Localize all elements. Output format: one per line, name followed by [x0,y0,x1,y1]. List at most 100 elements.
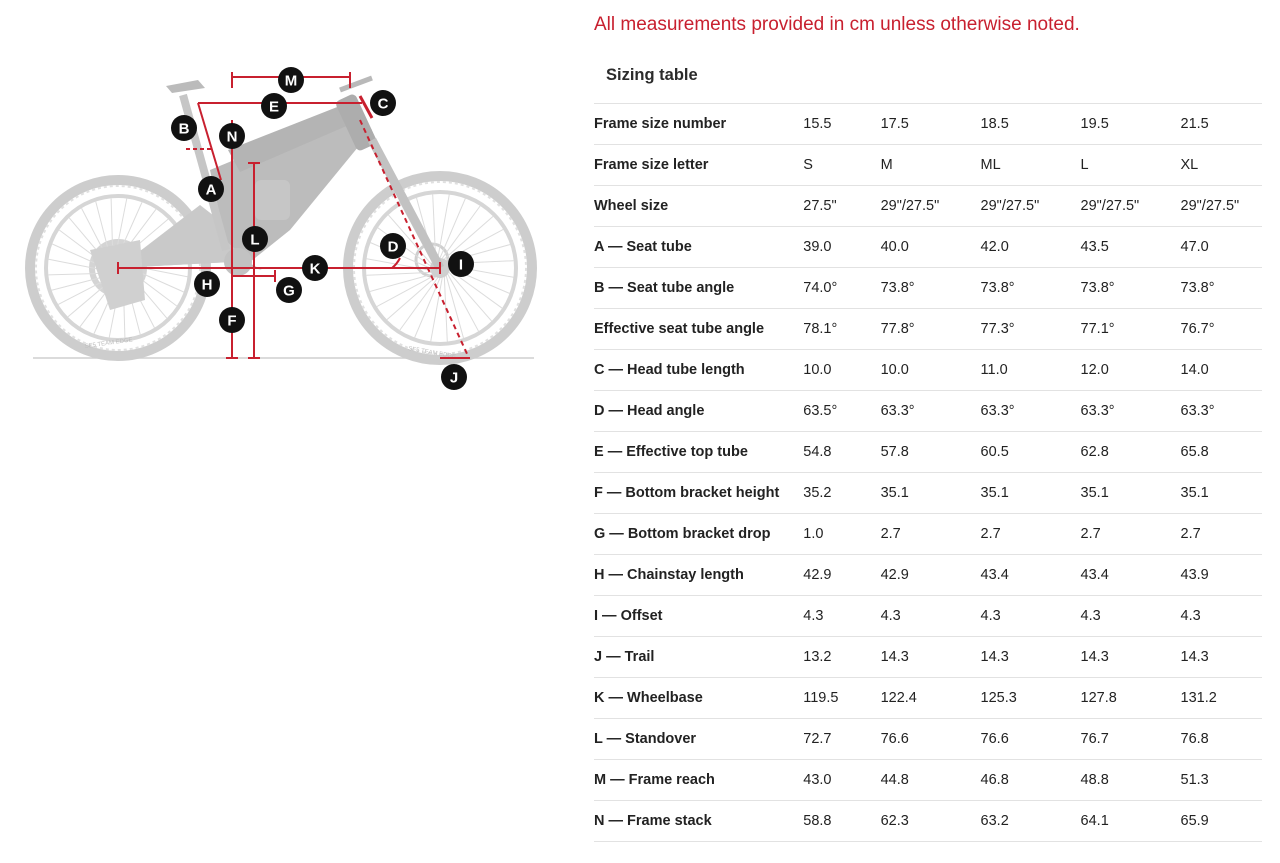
marker-i: I [448,251,474,277]
sizing-table: Frame size number 15.5 17.5 18.5 19.5 21.5 Fra… [594,103,1262,842]
table-cell: 63.3° [1180,390,1262,432]
spoke [369,273,433,292]
bike-geometry-svg: SE5 TEAM EDGE SE5 TEAM EDGE [25,67,537,390]
table-cell: 73.8° [880,267,981,309]
table-cell: 14.3 [980,636,1081,678]
svg-text:B: B [179,121,190,138]
table-cell: 63.2 [980,800,1081,842]
table-cell: 4.3 [880,595,981,637]
table-cell: 39.0 [803,226,881,268]
table-cell: 4.3 [980,595,1081,637]
svg-text:E: E [269,99,279,116]
table-cell: 4.3 [1180,595,1262,637]
table-row: A — Seat tube 39.0 40.0 42.0 43.5 47.0 [594,226,1262,268]
table-cell: 63.5° [803,390,881,432]
svg-text:F: F [227,313,236,330]
table-row: I — Offset 4.3 4.3 4.3 4.3 4.3 [594,595,1262,637]
row-label: Effective seat tube angle [594,308,804,350]
table-cell: 43.0 [803,759,881,801]
table-cell: 76.7° [1180,308,1262,350]
marker-j: J [441,364,467,390]
row-label: A — Seat tube [594,226,804,268]
svg-text:C: C [378,96,389,113]
svg-text:L: L [250,232,259,249]
marker-b: B [171,115,197,141]
row-label: M — Frame reach [594,759,804,801]
svg-text:K: K [310,261,321,278]
marker-a: A [198,176,224,202]
row-label: G — Bottom bracket drop [594,513,804,555]
marker-d: D [380,233,406,259]
table-cell: 29"/27.5" [880,185,981,227]
spoke [441,205,481,259]
table-cell: ML [980,144,1081,186]
table-row: N — Frame stack 58.8 62.3 63.2 64.1 65.9 [594,800,1262,842]
row-label: D — Head angle [594,390,804,432]
table-row: Wheel size 27.5" 29"/27.5" 29"/27.5" 29"/27.… [594,185,1262,227]
table-cell: 72.7 [803,718,881,760]
table-cell: 48.8 [1080,759,1181,801]
table-cell: 60.5 [980,431,1081,473]
spoke [376,275,435,307]
table-cell: 77.1° [1080,308,1181,350]
table-cell: 15.5 [803,103,881,145]
marker-c: C [370,90,396,116]
row-label: L — Standover [594,718,804,760]
spoke [48,272,108,276]
table-cell: S [803,144,881,186]
table-cell: 43.4 [1080,554,1181,596]
spoke [366,271,432,276]
table-cell: 44.8 [880,759,981,801]
table-cell: 122.4 [880,677,981,719]
units-notice: All measurements provided in cm unless o… [594,14,1080,35]
bike-geometry-diagram: SE5 TEAM EDGE SE5 TEAM EDGE [0,0,560,420]
table-cell: 47.0 [1180,226,1262,268]
table-cell: 57.8 [880,431,981,473]
row-label: Wheel size [594,185,804,227]
table-row: Frame size letter S M ML L XL [594,144,1262,186]
table-cell: 51.3 [1180,759,1262,801]
table-cell: 13.2 [803,636,881,678]
table-cell: 27.5" [803,185,881,227]
table-cell: 76.6 [880,718,981,760]
table-row: B — Seat tube angle 74.0° 73.8° 73.8° 73.8° 7… [594,267,1262,309]
table-cell: 14.0 [1180,349,1262,391]
table-row: J — Trail 13.2 14.3 14.3 14.3 14.3 [594,636,1262,678]
table-cell: 63.3° [1080,390,1181,432]
sizing-table-body: Frame size number 15.5 17.5 18.5 19.5 21.5 Fra… [594,103,1262,842]
sizing-table-title: Sizing table [606,66,698,84]
table-cell: 1.0 [803,513,881,555]
table-cell: 11.0 [980,349,1081,391]
table-cell: 64.1 [1080,800,1181,842]
table-row: C — Head tube length 10.0 10.0 11.0 12.0 14.0 [594,349,1262,391]
spoke [439,198,466,259]
table-cell: 73.8° [980,267,1081,309]
table-cell: 35.1 [880,472,981,514]
spoke [399,277,439,331]
row-label: Frame size number [594,103,804,145]
spoke [388,214,432,264]
spoke [447,273,479,332]
diagram-markers: M E C B N A L D I K H G F J [171,67,474,390]
table-cell: 42.0 [980,226,1081,268]
marker-g: G [276,277,302,303]
table-cell: 21.5 [1180,103,1262,145]
table-cell: 19.5 [1080,103,1181,145]
spoke [444,216,494,260]
table-cell: 35.1 [1080,472,1181,514]
table-cell: 65.9 [1180,800,1262,842]
table-cell: 65.8 [1180,431,1262,473]
table-cell: 127.8 [1080,677,1181,719]
svg-text:I: I [459,257,463,274]
bike-frame [90,75,444,310]
spoke [448,272,492,322]
spoke [432,194,437,260]
marker-k: K [302,255,328,281]
table-cell: 17.5 [880,103,981,145]
table-row: M — Frame reach 43.0 44.8 46.8 48.8 51.3 [594,759,1262,801]
marker-m: M [278,67,304,93]
table-cell: 2.7 [1080,513,1181,555]
row-label: B — Seat tube angle [594,267,804,309]
spoke [445,275,464,339]
row-label: C — Head tube length [594,349,804,391]
